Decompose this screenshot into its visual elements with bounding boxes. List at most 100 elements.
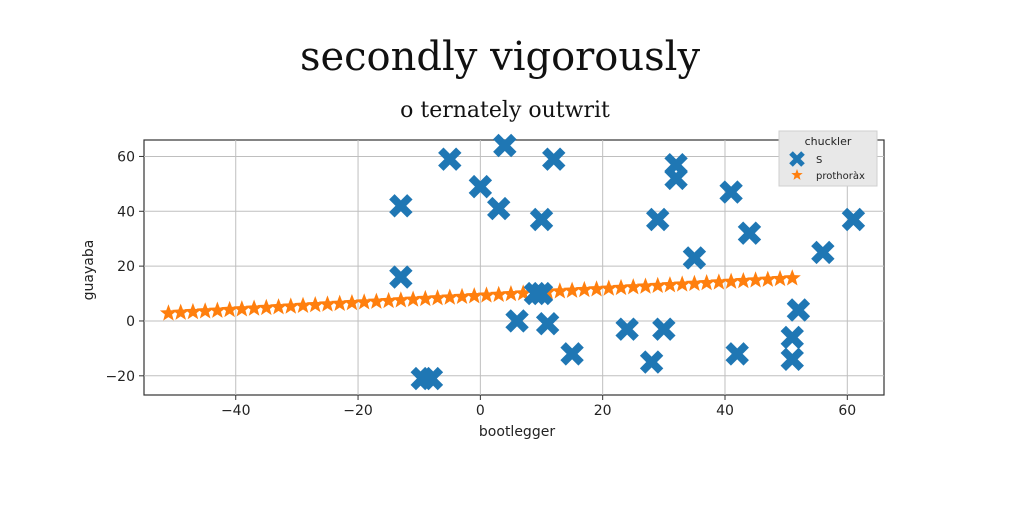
- series-s: [389, 133, 866, 391]
- x-tick-label: 40: [716, 403, 734, 419]
- scatter-point-s: [389, 194, 413, 218]
- x-stroke: [639, 350, 664, 374]
- scatter-point-s: [682, 246, 707, 270]
- x-stroke: [468, 174, 493, 199]
- star-point-prothorax: [698, 274, 716, 291]
- scatter-point-s: [780, 325, 804, 350]
- star-point-prothorax: [208, 301, 226, 318]
- scatter-point-s: [725, 342, 749, 366]
- legend-label-s: S: [816, 155, 822, 166]
- scatter-point-s: [487, 196, 511, 221]
- x-stroke: [615, 317, 639, 341]
- star-point-prothorax: [294, 296, 312, 313]
- star-point-prothorax: [734, 271, 752, 289]
- x-stroke: [780, 325, 804, 350]
- x-stroke: [682, 246, 707, 270]
- legend-title: chuckler: [805, 135, 852, 148]
- y-tick-label: 60: [117, 149, 135, 165]
- x-stroke: [535, 312, 560, 336]
- chart-subtitle: o ternately outwrit: [400, 98, 610, 123]
- star-point-prothorax: [392, 291, 410, 308]
- x-tick-label: 20: [594, 403, 612, 419]
- scatter-point-s: [493, 133, 517, 158]
- scatter-point-s: [615, 317, 639, 341]
- x-stroke: [438, 147, 462, 171]
- star-point-prothorax: [636, 277, 655, 294]
- x-stroke: [652, 317, 676, 341]
- star-point-prothorax: [575, 280, 593, 298]
- scatter-point-s: [811, 240, 835, 265]
- star-point-prothorax: [184, 302, 202, 320]
- star-point-prothorax: [441, 288, 459, 305]
- x-tick-label: 60: [838, 403, 856, 419]
- x-stroke: [505, 309, 529, 333]
- star-point-prothorax: [710, 273, 728, 290]
- legend-x-marker: [789, 151, 805, 167]
- scatter-point-s: [535, 312, 560, 336]
- star-point-prothorax: [428, 289, 447, 306]
- y-axis-ticks: −20 0 20 40 60: [105, 149, 144, 385]
- scatter-point-s: [542, 147, 566, 171]
- star-point-prothorax: [233, 300, 251, 317]
- star-point-prothorax: [453, 287, 471, 305]
- x-stroke: [487, 196, 511, 221]
- x-stroke: [560, 342, 584, 366]
- series-prothorax: [159, 269, 801, 321]
- scatter-point-s: [737, 221, 762, 245]
- scatter-point-s: [529, 207, 554, 232]
- star-point-prothorax: [355, 293, 373, 310]
- scatter-point-s: [646, 207, 670, 232]
- plot-area: −40 −20 0 20 40 60 −20 0 20 40 60: [105, 133, 885, 419]
- scatter-point-s: [652, 317, 676, 341]
- x-stroke: [389, 194, 413, 218]
- scatter-point-s: [438, 147, 462, 171]
- scatter-point-s: [780, 347, 804, 372]
- scatter-point-s: [639, 350, 664, 374]
- star-point-prothorax: [649, 276, 667, 294]
- legend-marker-prothorax: [791, 169, 803, 180]
- chart-title: secondly vigorously: [300, 34, 701, 80]
- y-tick-label: 0: [126, 314, 135, 330]
- star-point-prothorax: [269, 298, 288, 315]
- star-point-prothorax: [343, 293, 361, 311]
- y-tick-label: −20: [105, 369, 135, 385]
- plot-frame: [143, 139, 885, 396]
- scatter-point-s: [719, 180, 743, 204]
- y-tick-label: 40: [117, 204, 135, 220]
- x-tick-label: −20: [343, 403, 373, 419]
- star-point-prothorax: [747, 271, 765, 288]
- star-point-prothorax: [759, 270, 777, 287]
- x-tick-label: −40: [221, 403, 251, 419]
- star-point-prothorax: [318, 295, 337, 312]
- scatter-point-s: [786, 298, 811, 322]
- legend: chuckler S prothoràx: [778, 130, 878, 187]
- legend-marker-s: [789, 151, 805, 167]
- x-stroke: [529, 281, 554, 306]
- x-stroke: [719, 180, 743, 204]
- scatter-point-s: [841, 207, 866, 232]
- star-point-prothorax: [783, 269, 801, 286]
- legend-star-marker: [791, 169, 803, 180]
- x-stroke: [493, 133, 517, 158]
- x-tick-label: 0: [476, 403, 485, 419]
- star-point-prothorax: [490, 285, 508, 302]
- x-stroke: [725, 342, 749, 366]
- x-stroke: [542, 147, 566, 171]
- scatter-point-s: [529, 281, 554, 306]
- x-stroke: [529, 207, 554, 232]
- x-stroke: [523, 281, 548, 306]
- x-stroke: [646, 207, 670, 232]
- star-point-prothorax: [600, 279, 618, 296]
- x-axis-ticks: −40 −20 0 20 40 60: [221, 395, 856, 419]
- star-point-prothorax: [465, 287, 483, 304]
- scatter-point-s: [419, 366, 444, 391]
- x-stroke: [737, 221, 762, 245]
- star-point-prothorax: [257, 298, 275, 316]
- scatter-point-s: [523, 281, 548, 306]
- star-point-prothorax: [196, 302, 214, 319]
- x-stroke: [811, 240, 835, 265]
- x-stroke: [664, 166, 688, 191]
- star-point-prothorax: [624, 278, 642, 295]
- legend-label-prothorax: prothoràx: [816, 170, 865, 182]
